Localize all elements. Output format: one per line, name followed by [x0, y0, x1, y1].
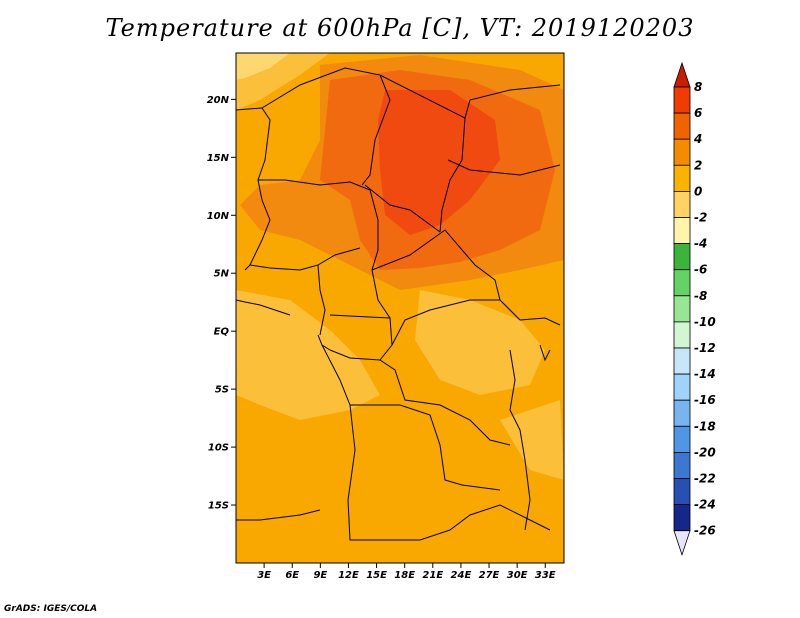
grads-credit: GrADS: IGES/COLA: [4, 604, 98, 614]
colorbar-label: 6: [694, 106, 702, 120]
lat-tick-label: 20N: [207, 95, 230, 106]
colorbar-label: -6: [694, 263, 707, 277]
colorbar-swatch: [673, 243, 691, 271]
lat-tick-label: 10N: [207, 211, 230, 222]
colorbar-label: -4: [694, 237, 707, 251]
lon-tick-label: 33E: [535, 570, 556, 581]
colorbar-label: 0: [694, 184, 702, 198]
lat-tick-label: EQ: [214, 327, 230, 338]
colorbar-swatch: [673, 217, 691, 245]
colorbar-swatch: [673, 164, 691, 192]
colorbar-label: -10: [694, 315, 716, 329]
temperature-hottest-region: [378, 90, 500, 235]
longitude-axis: 3E 6E 9E 12E 15E 18E 21E 24E 27E 30E 33E: [257, 563, 556, 581]
lon-tick-label: 6E: [285, 570, 299, 581]
lat-tick-label: 15S: [208, 501, 229, 512]
lat-tick-label: 10S: [208, 443, 229, 454]
colorbar-swatch: [673, 451, 691, 479]
map-title: Temperature at 600hPa [C], VT: 201912020…: [105, 14, 695, 42]
colorbar-swatch: [673, 373, 691, 401]
temperature-lighter-region: [415, 290, 545, 395]
country-borders: [236, 67, 561, 541]
lon-tick-label: 9E: [313, 570, 327, 581]
temperature-field: [236, 53, 564, 563]
colorbar-swatch: [673, 190, 691, 218]
lon-tick-label: 3E: [257, 570, 271, 581]
colorbar-swatch: [673, 86, 691, 114]
colorbar-swatch: [673, 138, 691, 166]
colorbar-top-arrow: [673, 61, 691, 88]
lat-tick-label: 5S: [215, 385, 229, 396]
colorbar-label: -20: [694, 445, 716, 459]
colorbar-label: -24: [694, 498, 716, 512]
lon-tick-label: 30E: [507, 570, 528, 581]
colorbar-label: -16: [694, 393, 716, 407]
lon-tick-label: 15E: [366, 570, 387, 581]
colorbar-label: -2: [694, 211, 707, 225]
colorbar-swatch: [673, 269, 691, 297]
colorbar-label: 2: [694, 158, 702, 172]
colorbar-label: -14: [694, 367, 716, 381]
colorbar-label: 8: [694, 80, 702, 94]
lat-tick-label: 15N: [207, 153, 230, 164]
colorbar-swatch: [673, 399, 691, 427]
lon-tick-label: 27E: [479, 570, 500, 581]
colorbar-swatch: [673, 478, 691, 506]
colorbar-swatch: [673, 347, 691, 375]
colorbar-swatch: [673, 425, 691, 453]
colorbar-label: -22: [694, 472, 716, 486]
lon-tick-label: 24E: [451, 570, 472, 581]
map-frame: [235, 52, 565, 564]
colorbar: 8 6 4 2 0 -2 -4 -6 -8 -10 -12 -14 -16 -18 -20 -22 -24 -26: [673, 61, 716, 556]
colorbar-swatch: [673, 321, 691, 349]
colorbar-label: 4: [693, 132, 702, 146]
latitude-axis: 20N 15N 10N 5N EQ 5S 10S 15S: [207, 95, 236, 512]
colorbar-label: -12: [694, 341, 716, 355]
colorbar-swatch: [673, 112, 691, 140]
lon-tick-label: 18E: [394, 570, 415, 581]
lon-tick-label: 12E: [338, 570, 359, 581]
colorbar-swatch: [673, 504, 691, 532]
temperature-lighter-region: [236, 290, 380, 420]
colorbar-label: -8: [694, 289, 707, 303]
temperature-lighter-region: [500, 400, 564, 480]
colorbar-label: -18: [694, 419, 716, 433]
colorbar-swatch: [673, 295, 691, 323]
colorbar-label: -26: [694, 524, 716, 538]
colorbar-bottom-arrow: [673, 530, 691, 556]
lat-tick-label: 5N: [214, 269, 230, 280]
lon-tick-label: 21E: [422, 570, 443, 581]
temperature-cool-region: [236, 53, 290, 80]
